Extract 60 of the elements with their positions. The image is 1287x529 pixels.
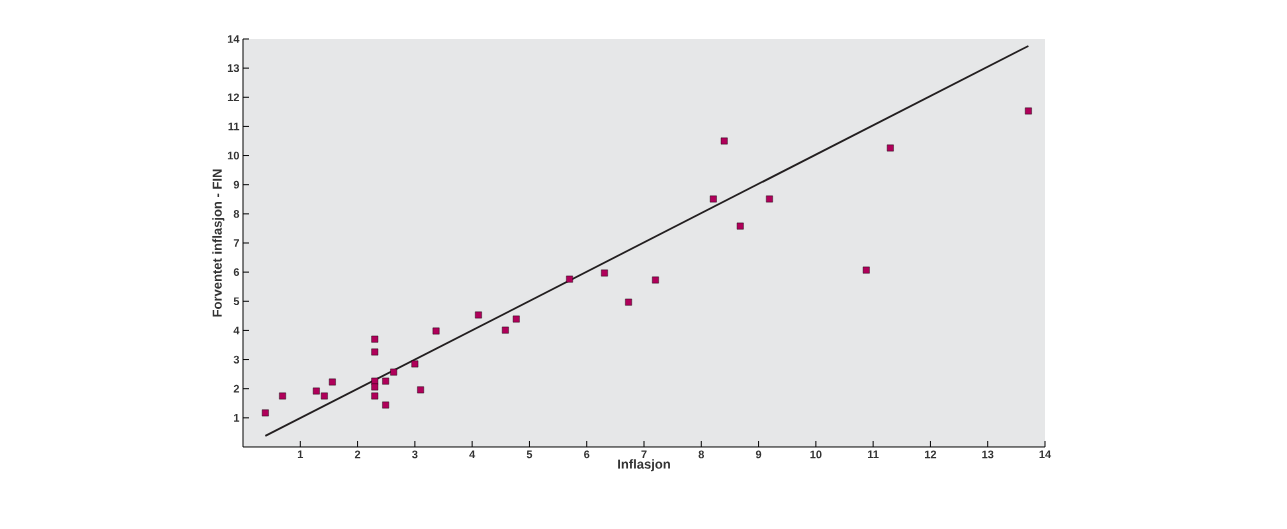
x-tick-label: 8 bbox=[698, 450, 705, 459]
y-tick-label: 1 bbox=[234, 414, 240, 422]
x-tick-label: 6 bbox=[584, 450, 590, 459]
y-tick-label: 13 bbox=[227, 64, 240, 73]
x-tick-label: 7 bbox=[641, 450, 647, 459]
x-tick-label: 1 bbox=[297, 450, 304, 459]
point bbox=[261, 409, 269, 417]
point bbox=[411, 360, 419, 368]
point bbox=[417, 386, 424, 394]
x-axis-title: Inflasjon bbox=[618, 459, 670, 472]
point bbox=[601, 269, 608, 277]
y-tick-label: 12 bbox=[227, 93, 240, 102]
point bbox=[279, 392, 286, 400]
point bbox=[371, 377, 379, 385]
point bbox=[371, 348, 379, 356]
point bbox=[312, 387, 320, 395]
point bbox=[475, 311, 482, 319]
y-tick-label: 9 bbox=[233, 180, 240, 189]
point bbox=[371, 392, 379, 400]
point bbox=[320, 392, 328, 400]
y-tick-label: 8 bbox=[233, 209, 240, 218]
point bbox=[625, 298, 632, 306]
y-tick-label: 4 bbox=[233, 326, 240, 335]
point bbox=[566, 275, 573, 283]
point bbox=[432, 327, 440, 335]
point bbox=[862, 266, 870, 274]
x-tick-label: 14 bbox=[1039, 450, 1052, 459]
x-tick-label: 12 bbox=[925, 450, 937, 459]
y-tick-label: 2 bbox=[233, 384, 240, 393]
y-axis-title: Forventet inflasjon - FIN bbox=[212, 169, 225, 317]
y-tick-label: 14 bbox=[227, 35, 240, 43]
y-tick-label: 10 bbox=[227, 151, 240, 160]
point bbox=[652, 276, 659, 284]
point bbox=[720, 137, 728, 145]
point bbox=[709, 195, 717, 203]
point bbox=[371, 383, 379, 391]
point bbox=[371, 335, 379, 343]
point bbox=[886, 144, 894, 152]
y-tick-label: 6 bbox=[233, 268, 240, 277]
point bbox=[736, 222, 744, 230]
y-tick-label: 11 bbox=[228, 122, 240, 131]
x-tick-label: 2 bbox=[354, 450, 361, 459]
x-tick-label: 3 bbox=[412, 450, 418, 459]
point bbox=[1024, 107, 1032, 115]
point bbox=[512, 315, 520, 323]
x-tick-label: 5 bbox=[526, 450, 533, 459]
point bbox=[382, 401, 390, 409]
point bbox=[501, 326, 509, 334]
point bbox=[328, 378, 336, 386]
x-tick-label: 9 bbox=[755, 450, 762, 459]
point bbox=[766, 195, 773, 203]
point bbox=[382, 377, 390, 385]
x-tick-label: 13 bbox=[982, 450, 994, 459]
y-tick-label: 5 bbox=[233, 297, 240, 306]
x-tick-label: 11 bbox=[868, 450, 879, 459]
x-tick-label: 4 bbox=[469, 450, 476, 459]
y-tick-label: 3 bbox=[233, 355, 240, 364]
y-tick-label: 7 bbox=[233, 239, 239, 247]
x-tick-label: 10 bbox=[810, 450, 822, 459]
point bbox=[390, 368, 398, 376]
